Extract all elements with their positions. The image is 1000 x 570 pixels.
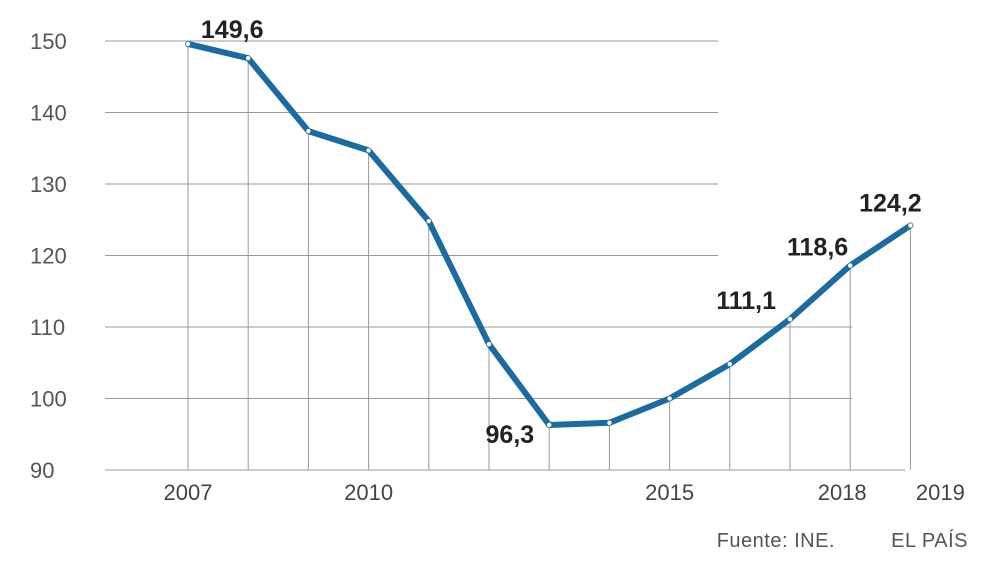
horizontal-gridlines bbox=[105, 40, 905, 471]
data-point bbox=[607, 420, 612, 426]
data-label: 96,3 bbox=[486, 421, 535, 449]
data-points bbox=[185, 41, 913, 428]
data-label: 149,6 bbox=[201, 16, 264, 44]
data-point bbox=[306, 128, 311, 134]
y-tick-label: 120 bbox=[30, 244, 67, 269]
x-tick-label: 2010 bbox=[344, 480, 393, 505]
data-label: 118,6 bbox=[787, 234, 848, 262]
data-point bbox=[486, 341, 492, 347]
brand-label: EL PAÍS bbox=[891, 529, 968, 552]
x-axis-tick-labels: 2007 2010 2015 2018 2019 bbox=[164, 480, 965, 505]
vertical-gridlines bbox=[187, 43, 911, 470]
y-tick-label: 90 bbox=[30, 458, 54, 483]
y-tick-label: 130 bbox=[30, 172, 67, 197]
data-labels: 149,6 96,3 111,1 118,6 124,2 bbox=[201, 16, 922, 449]
data-point bbox=[667, 396, 672, 401]
y-tick-label: 100 bbox=[30, 387, 67, 412]
source-note: Fuente: INE. bbox=[717, 530, 835, 552]
y-tick-label: 150 bbox=[30, 29, 67, 54]
data-point bbox=[908, 223, 913, 228]
data-point bbox=[185, 41, 191, 47]
data-point bbox=[246, 55, 251, 61]
y-tick-label: 140 bbox=[30, 101, 67, 126]
data-point bbox=[727, 361, 732, 367]
y-axis-tick-labels: 150 140 130 120 110 100 90 bbox=[30, 29, 67, 483]
y-tick-label: 110 bbox=[30, 315, 65, 340]
x-tick-label: 2018 bbox=[818, 480, 867, 505]
data-point bbox=[848, 263, 853, 268]
x-tick-label: 2007 bbox=[164, 480, 213, 505]
data-label: 124,2 bbox=[859, 189, 922, 217]
data-point bbox=[366, 148, 371, 153]
data-point bbox=[787, 316, 793, 322]
x-tick-label: 2015 bbox=[645, 480, 694, 505]
data-point bbox=[547, 422, 552, 428]
x-tick-label: 2019 bbox=[916, 480, 965, 505]
data-point bbox=[426, 218, 431, 224]
data-label: 111,1 bbox=[716, 287, 776, 315]
